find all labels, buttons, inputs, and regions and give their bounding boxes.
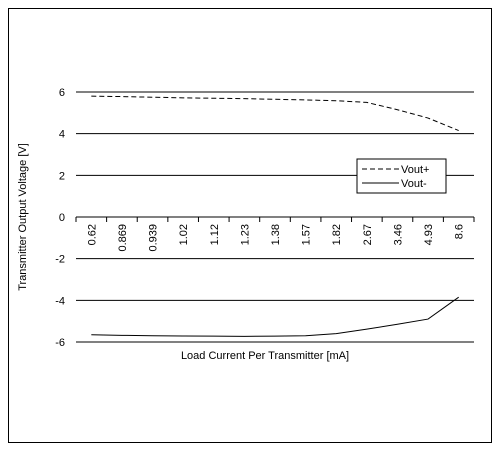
series-lines: [91, 95, 459, 337]
chart-frame: -6 -4 -2 0 2 4 6 0.62 0.869 0.939 1.02 1.12 1.23 1.3…: [8, 8, 492, 443]
y-axis-label: Transmitter Output Voltage [V]: [17, 143, 29, 291]
y-tick-label: 2: [59, 170, 65, 182]
x-category-label: 4.93: [423, 224, 435, 245]
grid-lines: [75, 91, 475, 343]
x-category-label: 1.82: [331, 224, 343, 245]
y-tick-label: -2: [55, 254, 65, 266]
x-category-label: 1.38: [270, 224, 282, 245]
y-tick-label: 0: [59, 212, 65, 224]
x-category-labels: 0.62 0.869 0.939 1.02 1.12 1.23 1.38 1.57 1.82 2.…: [86, 224, 465, 252]
x-category-label: 8.6: [454, 224, 466, 239]
x-axis-label: Load Current Per Transmitter [mA]: [181, 350, 349, 362]
y-tick-label: 6: [59, 87, 65, 99]
x-category-label: 2.67: [362, 224, 374, 245]
x-category-label: 0.939: [148, 224, 160, 252]
legend: Vout+ Vout-: [356, 158, 447, 194]
x-category-label: 1.57: [301, 224, 313, 245]
line-chart: -6 -4 -2 0 2 4 6 0.62 0.869 0.939 1.02 1.12 1.23 1.3…: [17, 87, 475, 362]
y-tick-label: 4: [59, 129, 65, 141]
x-category-label: 1.23: [239, 224, 251, 245]
y-tick-label: -4: [55, 295, 65, 307]
legend-label-vout-minus: Vout-: [401, 178, 427, 190]
x-category-label: 0.869: [117, 224, 129, 252]
legend-label-vout-plus: Vout+: [401, 164, 429, 176]
x-category-label: 0.62: [86, 224, 98, 245]
y-tick-label: -6: [55, 337, 65, 349]
series-line-vout-minus: [91, 296, 459, 337]
y-tick-labels: -6 -4 -2 0 2 4 6: [55, 87, 65, 349]
x-category-label: 1.12: [209, 224, 221, 245]
x-category-label: 1.02: [178, 224, 190, 245]
series-line-vout-plus: [91, 95, 459, 132]
x-category-label: 3.46: [392, 224, 404, 245]
legend-box: [356, 158, 447, 194]
